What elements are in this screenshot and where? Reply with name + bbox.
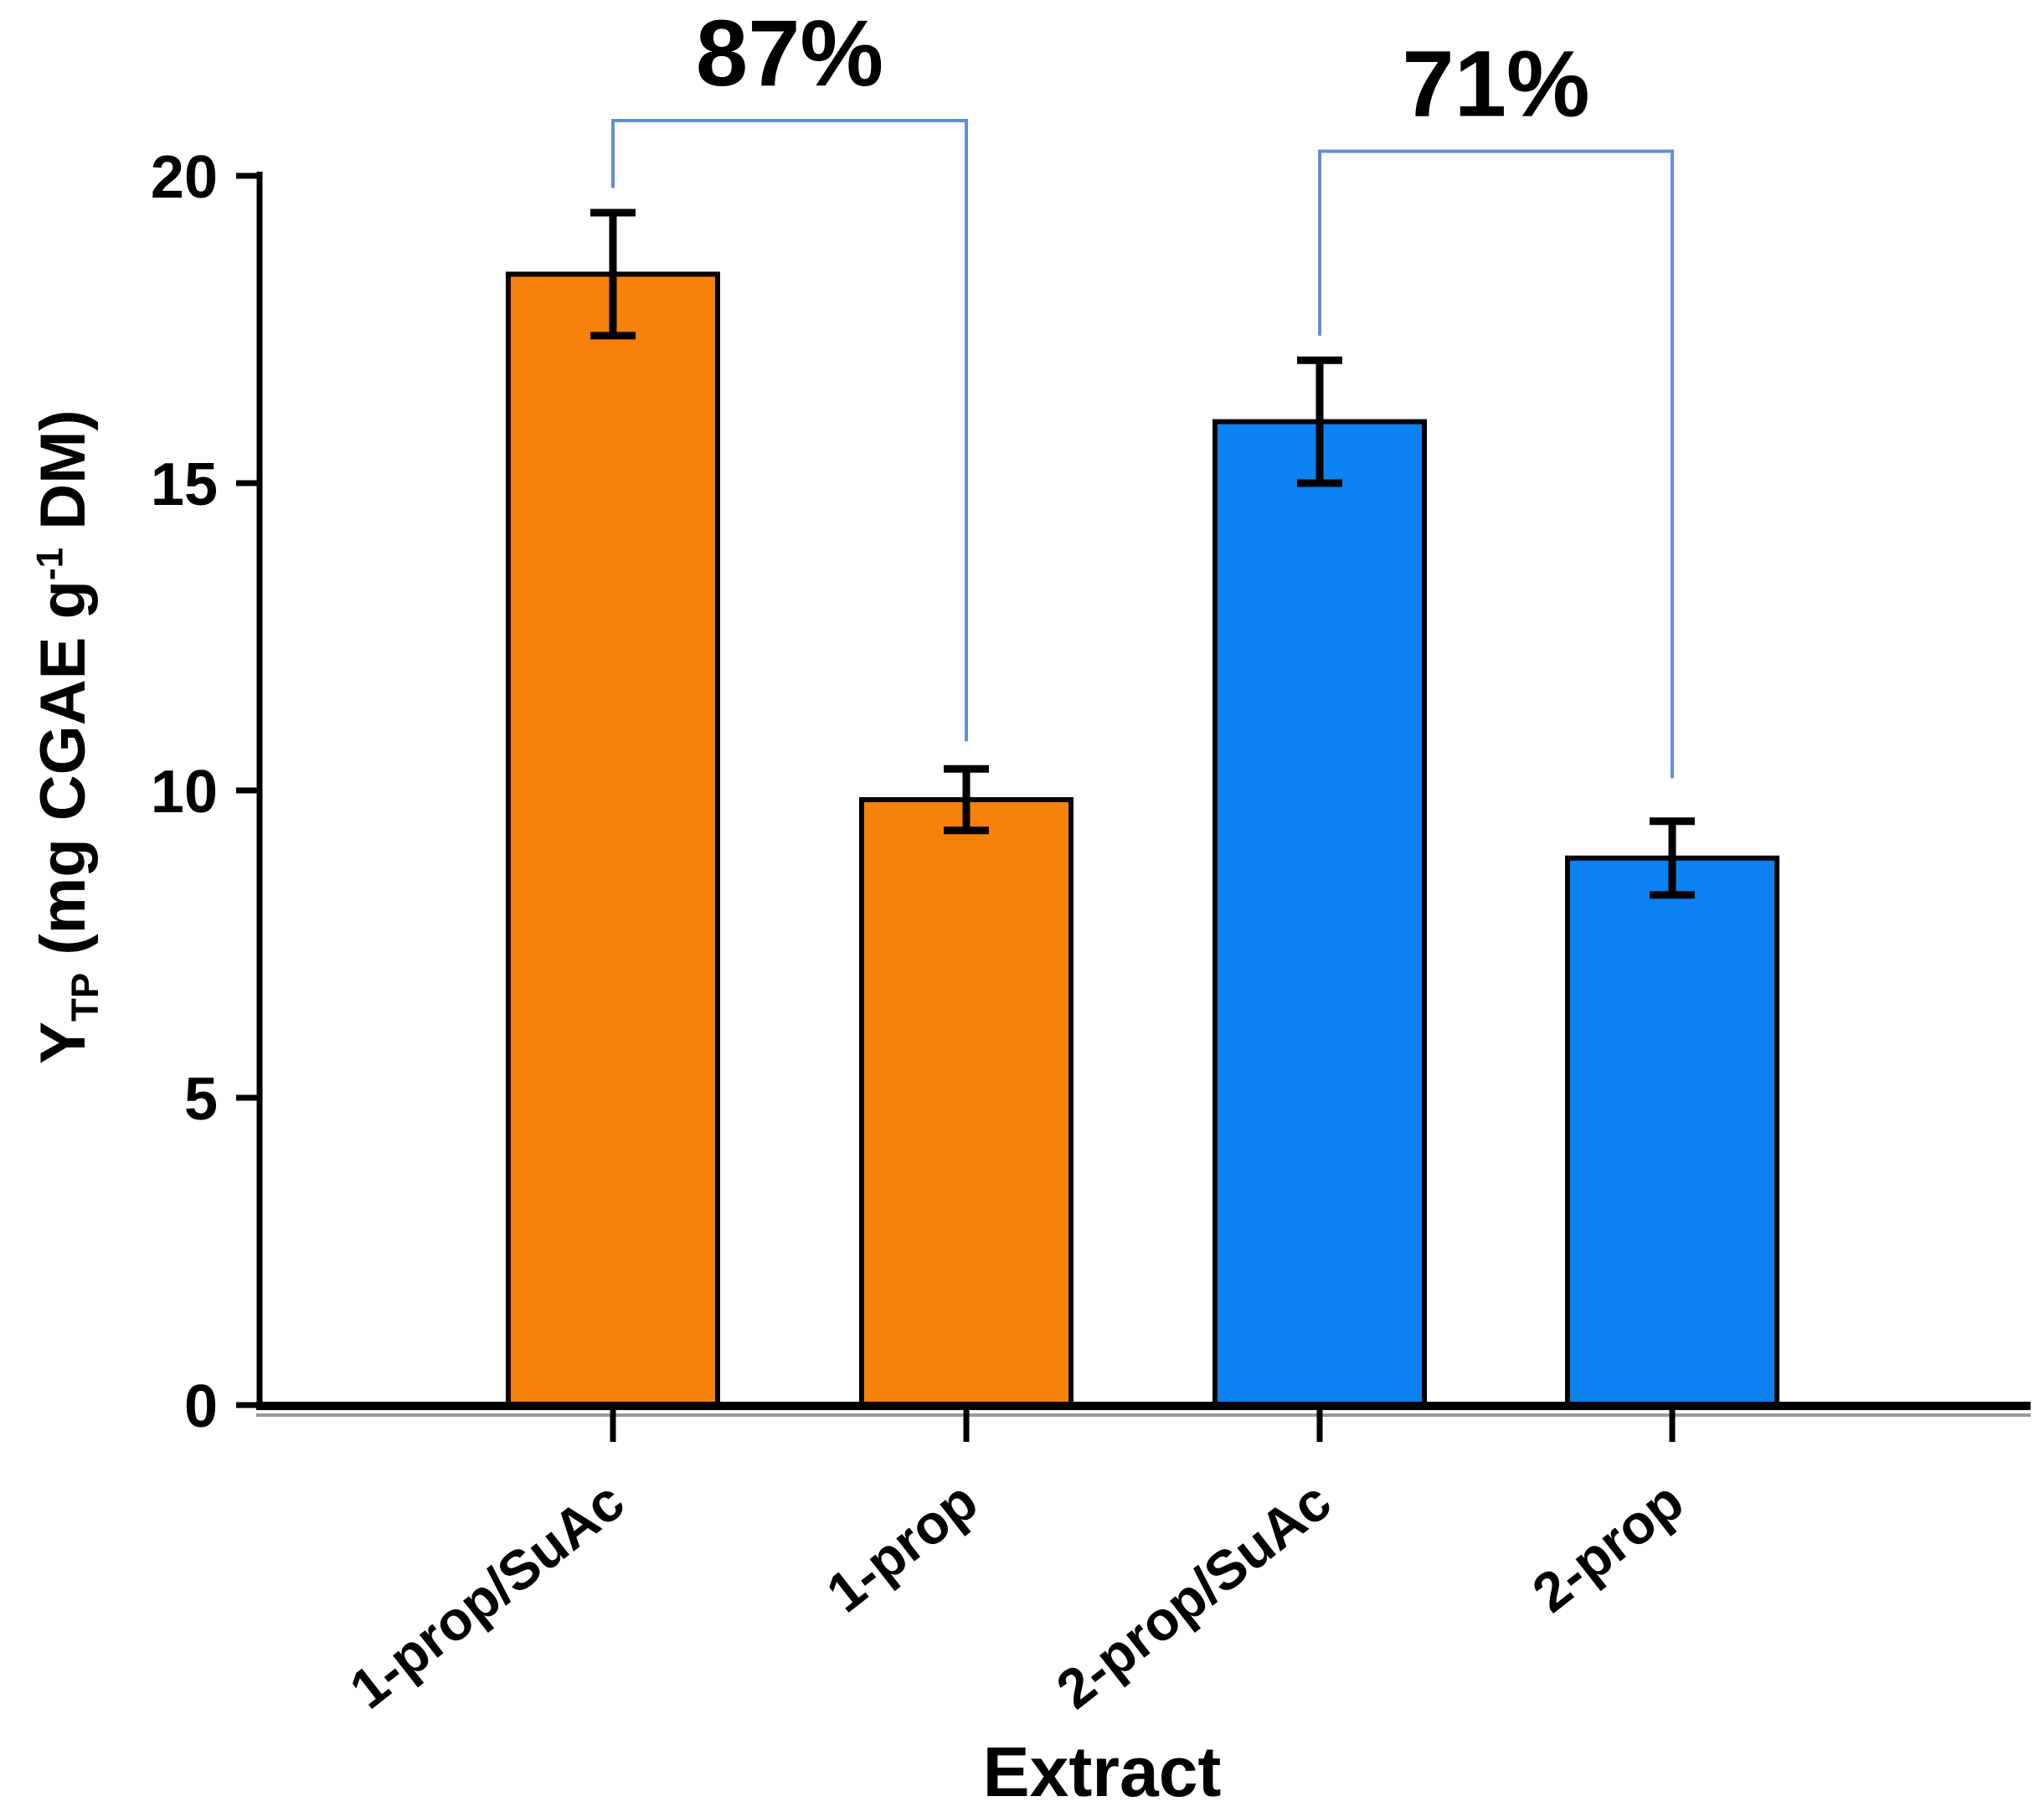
y-axis-title-subscript: TP [64,972,107,1022]
x-category-label-1-prop: 1-prop [815,1470,988,1624]
bar-2-prop [1565,855,1779,1408]
significance-bracket-71 [1318,149,1674,779]
bar-1-prop [859,797,1073,1408]
x-category-label-2-prop: 2-prop [1521,1470,1694,1624]
y-tick-label-5: 5 [184,1066,218,1133]
bar-2-prop-suac [1212,419,1427,1408]
x-category-label-2-prop-suac: 2-prop/SuAc [1045,1470,1342,1721]
y-axis-title-mid: (mg CGAE g [27,580,99,973]
bar-1-prop-suac [506,271,720,1408]
x-axis-title: Extract [982,1732,1222,1811]
significance-bracket-87 [611,118,968,742]
y-tick-label-10: 10 [151,759,218,826]
y-tick-label-15: 15 [151,451,218,518]
y-axis-title-base: Y [27,1022,99,1064]
x-category-label-1-prop-suac: 1-prop/SuAc [338,1470,636,1721]
y-axis-title-superscript: -1 [29,547,71,581]
y-axis-title: YTP (mg CGAE g-1 DM) [27,409,107,1063]
y-tick-label-0: 0 [184,1373,218,1440]
y-axis-title-suffix: DM) [27,409,99,548]
significance-label-87: 87% [696,1,883,106]
significance-label-71: 71% [1402,32,1589,136]
y-tick-label-20: 20 [151,144,218,211]
